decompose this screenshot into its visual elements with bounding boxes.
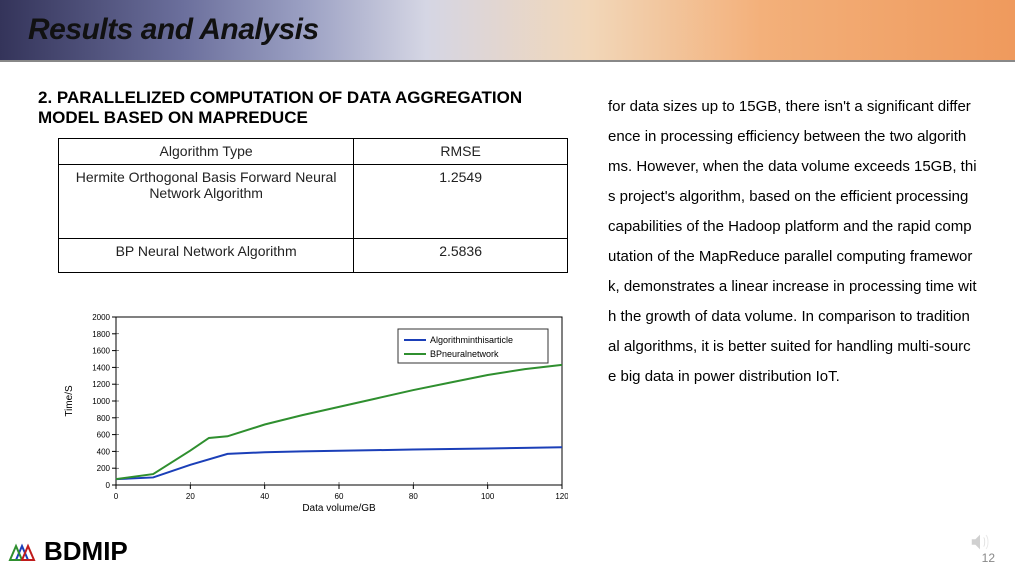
svg-text:40: 40: [260, 492, 269, 501]
svg-text:1800: 1800: [92, 330, 110, 339]
footer-brand: BDMIP: [8, 536, 128, 567]
page-title: Results and Analysis: [28, 13, 319, 47]
svg-text:BPneuralnetwork: BPneuralnetwork: [430, 349, 499, 359]
table-row: Hermite Orthogonal Basis Forward Neural …: [59, 165, 568, 239]
page-number: 12: [982, 551, 995, 565]
svg-text:1200: 1200: [92, 380, 110, 389]
svg-text:100: 100: [481, 492, 495, 501]
svg-text:80: 80: [409, 492, 418, 501]
svg-text:Algorithminthisarticle: Algorithminthisarticle: [430, 335, 513, 345]
svg-text:1600: 1600: [92, 347, 110, 356]
col-header-rmse: RMSE: [354, 139, 568, 165]
content-area: 2. PARALLELIZED COMPUTATION OF DATA AGGR…: [0, 62, 1015, 518]
svg-text:60: 60: [335, 492, 344, 501]
left-column: 2. PARALLELIZED COMPUTATION OF DATA AGGR…: [38, 88, 578, 518]
svg-text:400: 400: [97, 447, 111, 456]
svg-text:1000: 1000: [92, 397, 110, 406]
header-bar: Results and Analysis: [0, 0, 1015, 62]
svg-text:20: 20: [186, 492, 195, 501]
svg-text:200: 200: [97, 464, 111, 473]
cell-rmse: 1.2549: [354, 165, 568, 239]
svg-text:0: 0: [106, 481, 111, 490]
svg-text:2000: 2000: [92, 313, 110, 322]
right-column: for data sizes up to 15GB, there isn't a…: [608, 88, 977, 518]
svg-text:120: 120: [555, 492, 568, 501]
analysis-paragraph: for data sizes up to 15GB, there isn't a…: [608, 92, 977, 392]
table-header-row: Algorithm Type RMSE: [59, 139, 568, 165]
cell-algorithm: Hermite Orthogonal Basis Forward Neural …: [59, 165, 354, 239]
chart-svg: 0 200 400 600 800 1000 1200 1400 1600 1800 2000 0 20…: [58, 313, 568, 513]
section-heading: 2. PARALLELIZED COMPUTATION OF DATA AGGR…: [38, 88, 578, 128]
rmse-table: Algorithm Type RMSE Hermite Orthogonal B…: [58, 138, 568, 273]
svg-text:Time/S: Time/S: [64, 385, 75, 417]
svg-text:0: 0: [114, 492, 119, 501]
svg-text:Data volume/GB: Data volume/GB: [302, 503, 376, 513]
svg-text:600: 600: [97, 431, 111, 440]
svg-text:1400: 1400: [92, 363, 110, 372]
line-chart: 0 200 400 600 800 1000 1200 1400 1600 1800 2000 0 20…: [58, 313, 568, 518]
table-row: BP Neural Network Algorithm 2.5836: [59, 239, 568, 273]
cell-algorithm: BP Neural Network Algorithm: [59, 239, 354, 273]
brand-logo-icon: [8, 538, 42, 566]
col-header-algorithm: Algorithm Type: [59, 139, 354, 165]
speaker-icon: [969, 531, 991, 553]
brand-text: BDMIP: [44, 536, 128, 567]
cell-rmse: 2.5836: [354, 239, 568, 273]
svg-text:800: 800: [97, 414, 111, 423]
